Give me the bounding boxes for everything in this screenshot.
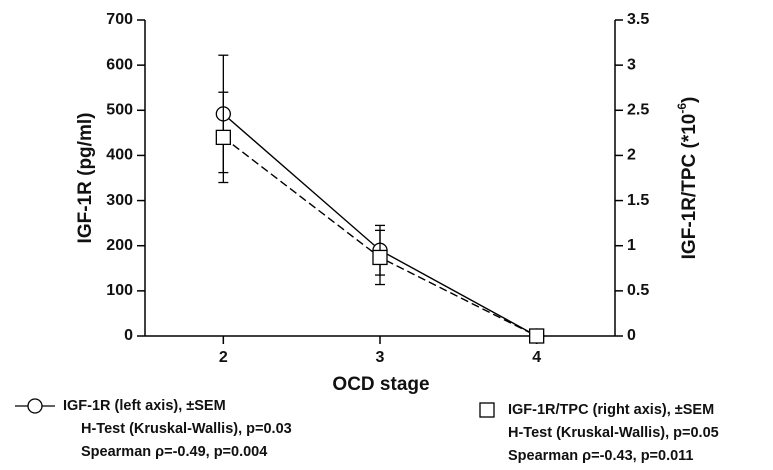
y-tick-label: 100 [106, 282, 133, 299]
y2-axis-label: IGF-1R/TPC (*10-6) [675, 97, 700, 260]
legend-note: H-Test (Kruskal-Wallis), p=0.03 [81, 421, 292, 437]
x-tick-label: 2 [219, 349, 228, 366]
y2-tick-label: 2 [627, 147, 636, 164]
y-tick-label: 400 [106, 147, 133, 164]
data-point [529, 328, 545, 344]
y2-tick-label: 1 [627, 237, 636, 254]
y2-tick-label: 0.5 [627, 282, 649, 299]
legend-note: Spearman ρ=-0.43, p=0.011 [508, 448, 694, 464]
y-tick-label: 0 [124, 327, 133, 344]
y2-label-part: IGF-1R/TPC (*10 [679, 114, 700, 260]
y-tick-label: 200 [106, 237, 133, 254]
legend-note: Spearman ρ=-0.49, p=0.004 [81, 444, 267, 460]
y-tick-label: 500 [106, 102, 133, 119]
data-point [215, 129, 231, 146]
y-tick-label: 300 [106, 192, 133, 209]
y2-tick-label: 3.5 [627, 11, 649, 28]
y2-label-sup: -6 [675, 103, 689, 114]
legend-marker [479, 402, 495, 418]
y2-label-part: ) [679, 97, 700, 103]
x-tick-label: 3 [376, 349, 385, 366]
legend-note: H-Test (Kruskal-Wallis), p=0.05 [508, 425, 719, 441]
legend-label: IGF-1R (left axis), ±SEM [63, 398, 226, 414]
legend-marker [27, 398, 43, 414]
legend-label: IGF-1R/TPC (right axis), ±SEM [508, 402, 714, 418]
y2-tick-label: 1.5 [627, 192, 649, 209]
y-tick-label: 600 [106, 56, 133, 73]
data-point [372, 249, 388, 266]
y2-tick-label: 0 [627, 327, 636, 344]
y-tick-label: 700 [106, 11, 133, 28]
x-tick-label: 4 [532, 349, 541, 366]
y2-tick-label: 3 [627, 56, 636, 73]
y2-tick-label: 2.5 [627, 102, 649, 119]
x-axis-label: OCD stage [332, 374, 429, 395]
y-axis-label: IGF-1R (pg/ml) [75, 113, 96, 244]
